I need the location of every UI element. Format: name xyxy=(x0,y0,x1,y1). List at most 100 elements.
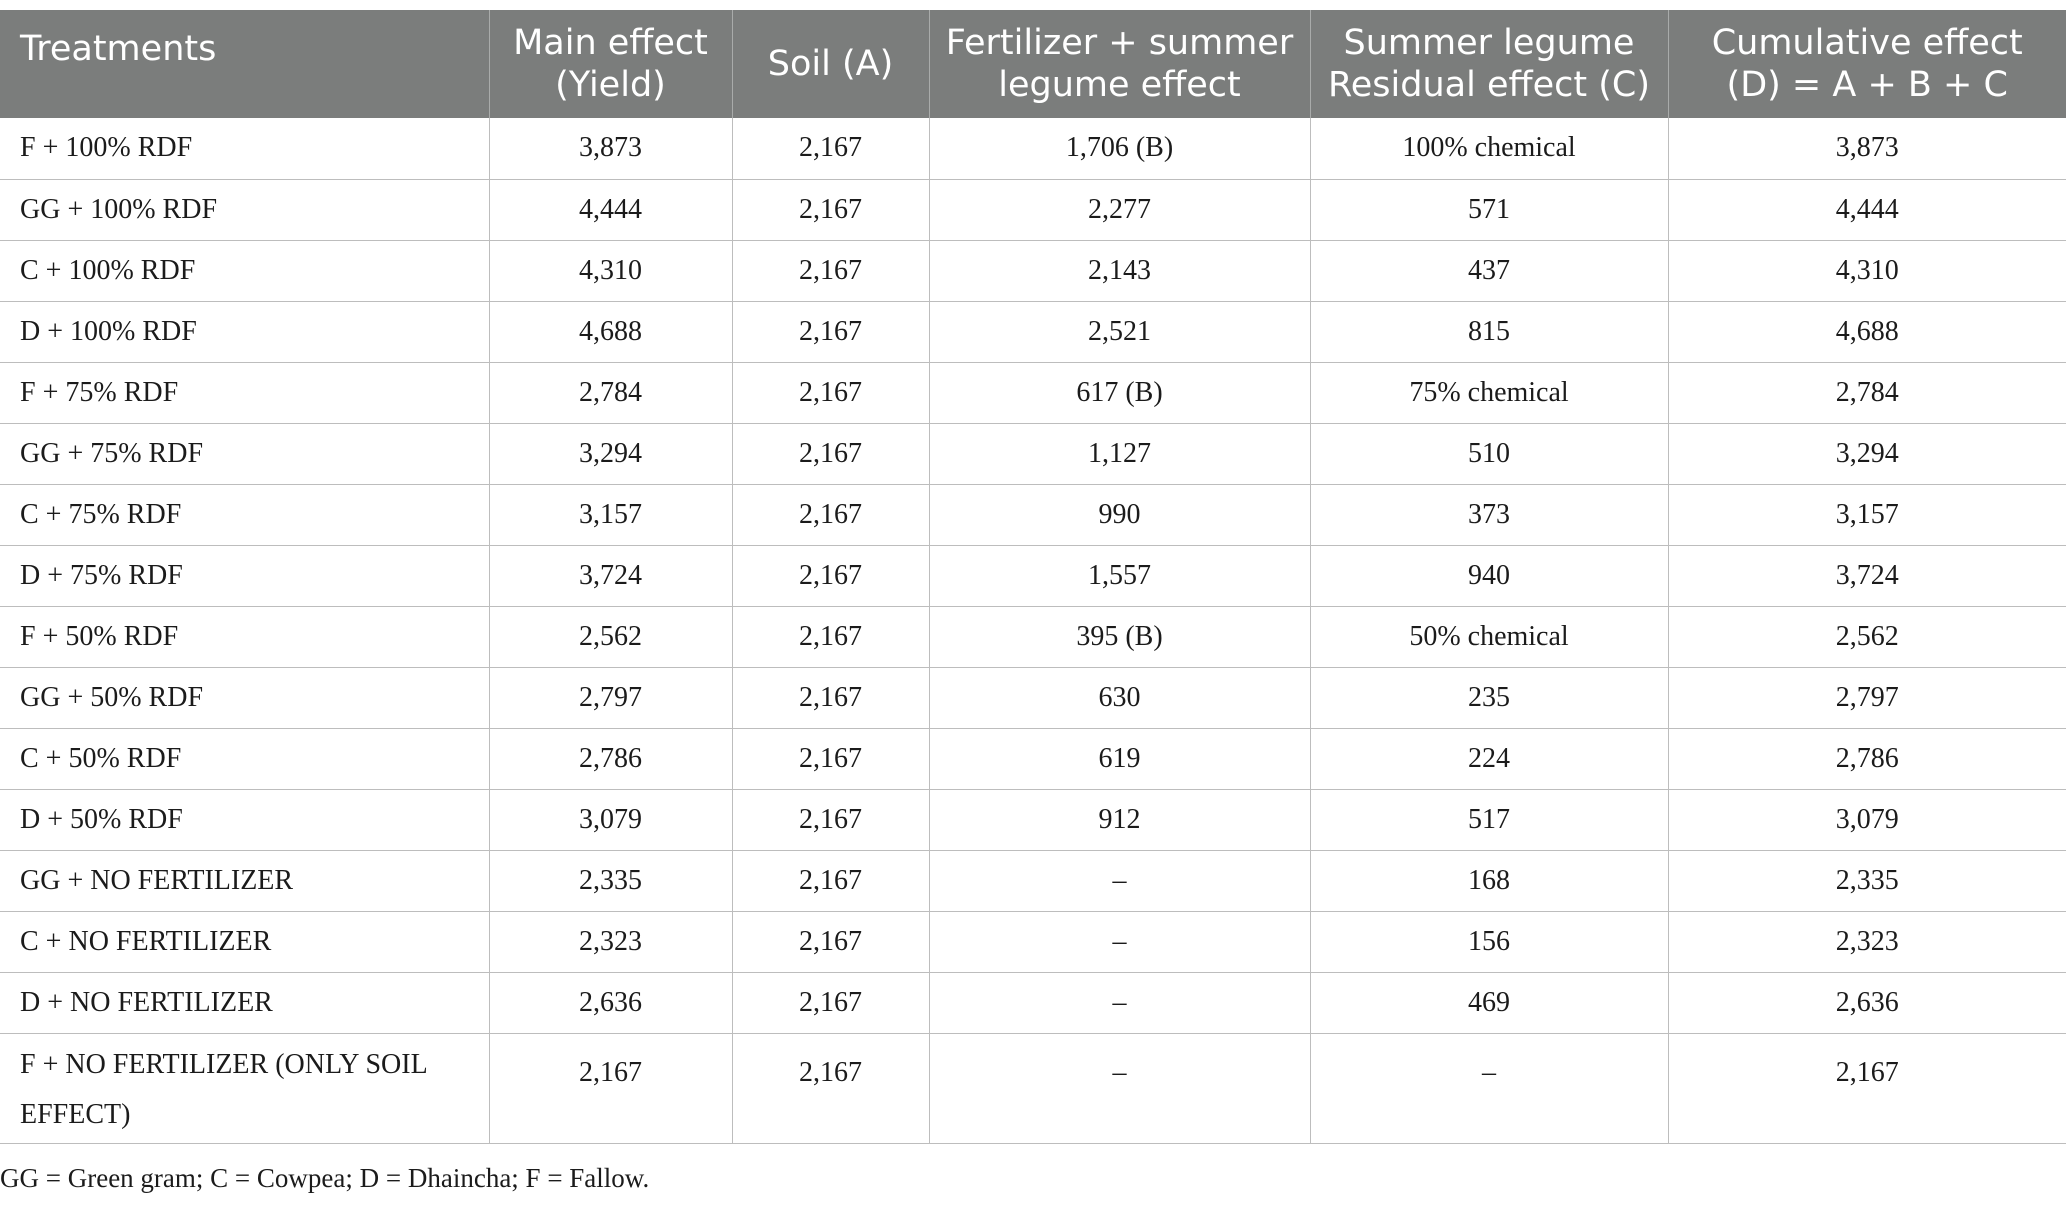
value-cell: 2,323 xyxy=(488,911,732,973)
value-cell: 1,557 xyxy=(928,545,1310,607)
value-cell: 1,127 xyxy=(928,423,1310,485)
table-row: GG + NO FERTILIZER 2,335 2,167–168 2,335 xyxy=(0,850,2066,912)
value-cell: 940 xyxy=(1309,545,1668,607)
value-cell: 571 xyxy=(1309,179,1668,241)
column-header-line: (D) = A + B + C xyxy=(1726,65,2008,105)
table-body: F + 100% RDF 3,873 2,167 1,706 (B) 100% chem… xyxy=(0,118,2066,1144)
column-header-line: legume effect xyxy=(998,65,1241,105)
treatment-cell: GG + 100% RDF xyxy=(0,179,489,241)
value-cell: 3,157 xyxy=(1667,484,2066,546)
treatment-cell: F + NO FERTILIZER (ONLY SOIL EFFECT) xyxy=(0,1033,489,1144)
value-cell: 2,167 xyxy=(731,789,929,851)
value-cell: 2,797 xyxy=(488,667,732,729)
value-cell: 2,167 xyxy=(731,667,929,729)
value-cell: 2,277 xyxy=(928,179,1310,241)
value-cell: 3,079 xyxy=(488,789,732,851)
value-cell: 2,636 xyxy=(1667,972,2066,1034)
value-cell: 2,562 xyxy=(1667,606,2066,668)
table-header: Treatments Main effect (Yield) Soil (A) Fert… xyxy=(0,10,2066,118)
value-cell: 3,873 xyxy=(1667,118,2066,180)
value-cell: 4,444 xyxy=(488,179,732,241)
value-cell: 3,157 xyxy=(488,484,732,546)
value-cell: 2,335 xyxy=(488,850,732,912)
value-cell: 2,167 xyxy=(731,545,929,607)
treatment-cell: C + 75% RDF xyxy=(0,484,489,546)
value-cell: 3,873 xyxy=(488,118,732,180)
treatment-cell: GG + 75% RDF xyxy=(0,423,489,485)
column-header-fertilizer-legume-effect: Fertilizer + summer legume effect xyxy=(928,10,1310,118)
value-cell: 168 xyxy=(1309,850,1668,912)
treatment-cell: D + 75% RDF xyxy=(0,545,489,607)
column-header-line: Main effect xyxy=(513,23,708,63)
value-cell: 100% chemical xyxy=(1309,118,1668,180)
column-header-line: Soil (A) xyxy=(767,44,894,84)
table-row: GG + 100% RDF 4,444 2,167 2,277 571 4,444 xyxy=(0,179,2066,241)
value-cell: 2,167 xyxy=(731,972,929,1034)
value-cell: 3,079 xyxy=(1667,789,2066,851)
value-cell: 630 xyxy=(928,667,1310,729)
table-row: D + 75% RDF 3,724 2,167 1,557 940 3,724 xyxy=(0,545,2066,607)
treatment-cell: D + 50% RDF xyxy=(0,789,489,851)
value-cell: 2,323 xyxy=(1667,911,2066,973)
table-row: D + 100% RDF 4,688 2,167 2,521 815 4,688 xyxy=(0,301,2066,363)
value-cell: 224 xyxy=(1309,728,1668,790)
value-cell: 2,521 xyxy=(928,301,1310,363)
table-row: F + 100% RDF 3,873 2,167 1,706 (B) 100% chem… xyxy=(0,118,2066,180)
value-cell: 156 xyxy=(1309,911,1668,973)
value-cell: 2,786 xyxy=(1667,728,2066,790)
treatment-cell: C + 100% RDF xyxy=(0,240,489,302)
value-cell: 617 (B) xyxy=(928,362,1310,424)
column-header-line: (Yield) xyxy=(555,65,666,105)
value-cell: – xyxy=(928,911,1310,973)
column-header-line: Fertilizer + summer xyxy=(945,23,1294,63)
column-header-line: Summer legume xyxy=(1343,23,1635,63)
value-cell: 373 xyxy=(1309,484,1668,546)
table-row: F + NO FERTILIZER (ONLY SOIL EFFECT) 2,167… xyxy=(0,1033,2066,1144)
value-cell: 990 xyxy=(928,484,1310,546)
table-row: D + 50% RDF 3,079 2,167 912 517 3,079 xyxy=(0,789,2066,851)
table-row: C + 75% RDF 3,157 2,167 990 373 3,157 xyxy=(0,484,2066,546)
value-cell: 2,167 xyxy=(488,1033,732,1144)
value-cell: 2,167 xyxy=(731,118,929,180)
value-cell: – xyxy=(1309,1033,1668,1144)
table-row: C + 50% RDF 2,786 2,167 619 224 2,786 xyxy=(0,728,2066,790)
value-cell: 2,167 xyxy=(731,301,929,363)
value-cell: 235 xyxy=(1309,667,1668,729)
table-row: F + 50% RDF 2,562 2,167 395 (B) 50% chemical… xyxy=(0,606,2066,668)
column-header-line: Treatments xyxy=(20,29,217,69)
value-cell: 50% chemical xyxy=(1309,606,1668,668)
header-row: Treatments Main effect (Yield) Soil (A) Fert… xyxy=(0,10,2066,118)
value-cell: – xyxy=(928,972,1310,1034)
value-cell: 1,706 (B) xyxy=(928,118,1310,180)
column-header-cumulative-effect: Cumulative effect (D) = A + B + C xyxy=(1667,10,2066,118)
value-cell: 2,167 xyxy=(731,850,929,912)
value-cell: 815 xyxy=(1309,301,1668,363)
column-header-soil-a: Soil (A) xyxy=(731,10,929,118)
value-cell: 2,167 xyxy=(731,728,929,790)
value-cell: 3,294 xyxy=(488,423,732,485)
value-cell: 4,310 xyxy=(488,240,732,302)
value-cell: 2,786 xyxy=(488,728,732,790)
treatment-cell: C + NO FERTILIZER xyxy=(0,911,489,973)
value-cell: 3,724 xyxy=(1667,545,2066,607)
value-cell: 2,335 xyxy=(1667,850,2066,912)
treatment-line: EFFECT) xyxy=(20,1098,131,1130)
treatment-effects-table: Treatments Main effect (Yield) Soil (A) Fert… xyxy=(0,10,2066,1144)
value-cell: 912 xyxy=(928,789,1310,851)
value-cell: 2,167 xyxy=(731,179,929,241)
treatment-cell: F + 75% RDF xyxy=(0,362,489,424)
treatment-cell: F + 100% RDF xyxy=(0,118,489,180)
value-cell: 2,636 xyxy=(488,972,732,1034)
value-cell: 2,143 xyxy=(928,240,1310,302)
treatment-cell: GG + NO FERTILIZER xyxy=(0,850,489,912)
table-row: D + NO FERTILIZER 2,636 2,167–469 2,636 xyxy=(0,972,2066,1034)
footnote: GG = Green gram; C = Cowpea; D = Dhainch… xyxy=(0,1163,650,1193)
value-cell: 3,724 xyxy=(488,545,732,607)
table-container: Treatments Main effect (Yield) Soil (A) Fert… xyxy=(0,10,2066,1144)
value-cell: 2,167 xyxy=(731,423,929,485)
column-header-line: Residual effect (C) xyxy=(1328,65,1650,105)
treatment-cell: D + 100% RDF xyxy=(0,301,489,363)
value-cell: 517 xyxy=(1309,789,1668,851)
value-cell: – xyxy=(928,850,1310,912)
table-row: F + 75% RDF 2,784 2,167 617 (B) 75% chemical… xyxy=(0,362,2066,424)
